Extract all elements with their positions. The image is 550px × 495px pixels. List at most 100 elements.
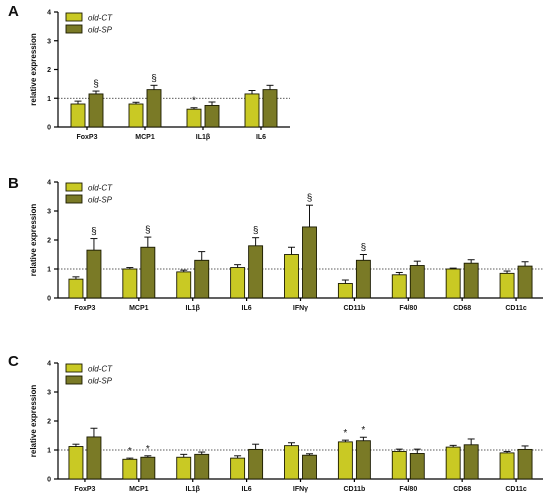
legend-swatch <box>65 12 83 22</box>
y-tick-label: 4 <box>47 10 51 17</box>
category-group: MCP1 <box>128 84 162 141</box>
bar-old-ct <box>337 441 353 480</box>
bar-old-ct <box>176 271 192 299</box>
category-group: CD11c <box>499 445 533 493</box>
significance-marker: § <box>151 73 157 84</box>
x-tick-label: MCP1 <box>135 134 155 141</box>
legend-label: old-SP <box>88 377 113 386</box>
category-group: MCP1 <box>122 455 156 493</box>
bar-old-sp <box>248 448 264 480</box>
bar-old-ct <box>499 452 515 480</box>
panel-letter: B <box>8 175 19 192</box>
x-tick-label: IL6 <box>242 486 252 493</box>
bar-old-ct <box>122 458 138 480</box>
legend-label: old-CT <box>88 184 113 193</box>
y-axis-label: relative expression <box>29 385 38 458</box>
bar-old-ct <box>68 446 84 480</box>
bar-old-sp <box>517 448 533 480</box>
x-tick-label: F4/80 <box>399 305 417 312</box>
y-axis-label: relative expression <box>29 204 38 277</box>
legend-swatch <box>65 182 83 192</box>
y-tick-label: 0 <box>47 477 51 484</box>
category-group: IL6 <box>230 443 264 493</box>
legend-swatch <box>65 194 83 204</box>
bar-old-ct <box>128 103 144 128</box>
category-group: CD11c <box>499 261 533 312</box>
bar-old-sp <box>302 226 317 299</box>
significance-marker: * <box>192 96 196 107</box>
bar-old-sp <box>463 262 479 299</box>
category-group: F4/80 <box>391 448 425 493</box>
bar-old-sp <box>517 265 533 299</box>
category-group: FoxP3 <box>68 427 102 493</box>
bar-old-sp <box>262 89 278 128</box>
legend-label: old-CT <box>88 14 113 23</box>
category-group: F4/80 <box>391 260 425 312</box>
category-group: IFNγ <box>284 204 317 312</box>
bar-old-ct <box>391 274 407 299</box>
bar-old-ct <box>284 254 299 299</box>
x-tick-label: IL6 <box>242 305 252 312</box>
category-group: CD11b <box>337 254 371 312</box>
x-tick-label: CD68 <box>453 486 471 493</box>
bar-old-sp <box>146 89 162 128</box>
category-group: IFNγ <box>284 442 317 493</box>
x-tick-label: CD68 <box>453 305 471 312</box>
significance-marker: § <box>93 79 99 90</box>
x-tick-label: IL1β <box>186 486 201 493</box>
y-tick-label: 2 <box>47 67 51 74</box>
bar-old-ct <box>391 451 407 480</box>
category-group: IL6 <box>230 237 264 312</box>
y-tick-label: 0 <box>47 296 51 303</box>
bar-old-ct <box>445 446 461 480</box>
bar-old-sp <box>409 453 425 480</box>
legend-swatch <box>65 363 83 373</box>
category-group: FoxP3 <box>68 238 102 312</box>
legend-swatch <box>65 24 83 34</box>
bar-old-ct <box>230 267 246 299</box>
category-group: CD11b <box>337 436 371 493</box>
x-tick-label: F4/80 <box>399 486 417 493</box>
x-tick-label: MCP1 <box>129 486 149 493</box>
significance-marker: * <box>343 428 347 439</box>
x-tick-label: IL1β <box>186 305 201 312</box>
bar-old-sp <box>140 246 156 299</box>
x-tick-label: FoxP3 <box>76 134 97 141</box>
y-tick-label: 2 <box>47 419 51 426</box>
x-tick-label: CD11c <box>505 305 527 312</box>
x-tick-label: CD11b <box>343 486 365 493</box>
x-tick-label: IL6 <box>256 134 266 141</box>
bar-old-ct <box>70 103 86 128</box>
category-group: IL1β <box>186 101 220 141</box>
significance-marker: § <box>307 193 313 204</box>
significance-marker: § <box>253 226 259 237</box>
y-tick-label: 2 <box>47 238 51 245</box>
y-tick-label: 3 <box>47 38 51 45</box>
y-tick-label: 0 <box>47 125 51 132</box>
legend-label: old-SP <box>88 196 113 205</box>
x-tick-label: IL1β <box>196 134 211 141</box>
significance-marker: § <box>91 227 97 238</box>
panel-letter: A <box>8 3 19 20</box>
category-group: CD68 <box>445 438 479 493</box>
bar-old-ct <box>176 456 192 480</box>
bar-old-sp <box>409 265 425 299</box>
y-tick-label: 4 <box>47 361 51 368</box>
legend-label: old-CT <box>88 365 113 374</box>
y-tick-label: 4 <box>47 180 51 187</box>
x-tick-label: FoxP3 <box>74 486 95 493</box>
bar-old-sp <box>204 104 220 128</box>
bar-old-sp <box>248 245 264 299</box>
y-tick-label: 1 <box>47 448 51 455</box>
bar-old-sp <box>302 454 317 480</box>
x-tick-label: CD11c <box>505 486 527 493</box>
bar-old-ct <box>445 268 461 299</box>
bar-old-sp <box>355 259 371 299</box>
x-tick-label: IFNγ <box>293 305 308 312</box>
bar-old-sp <box>463 444 479 480</box>
significance-marker: * <box>361 425 365 436</box>
y-tick-label: 3 <box>47 390 51 397</box>
